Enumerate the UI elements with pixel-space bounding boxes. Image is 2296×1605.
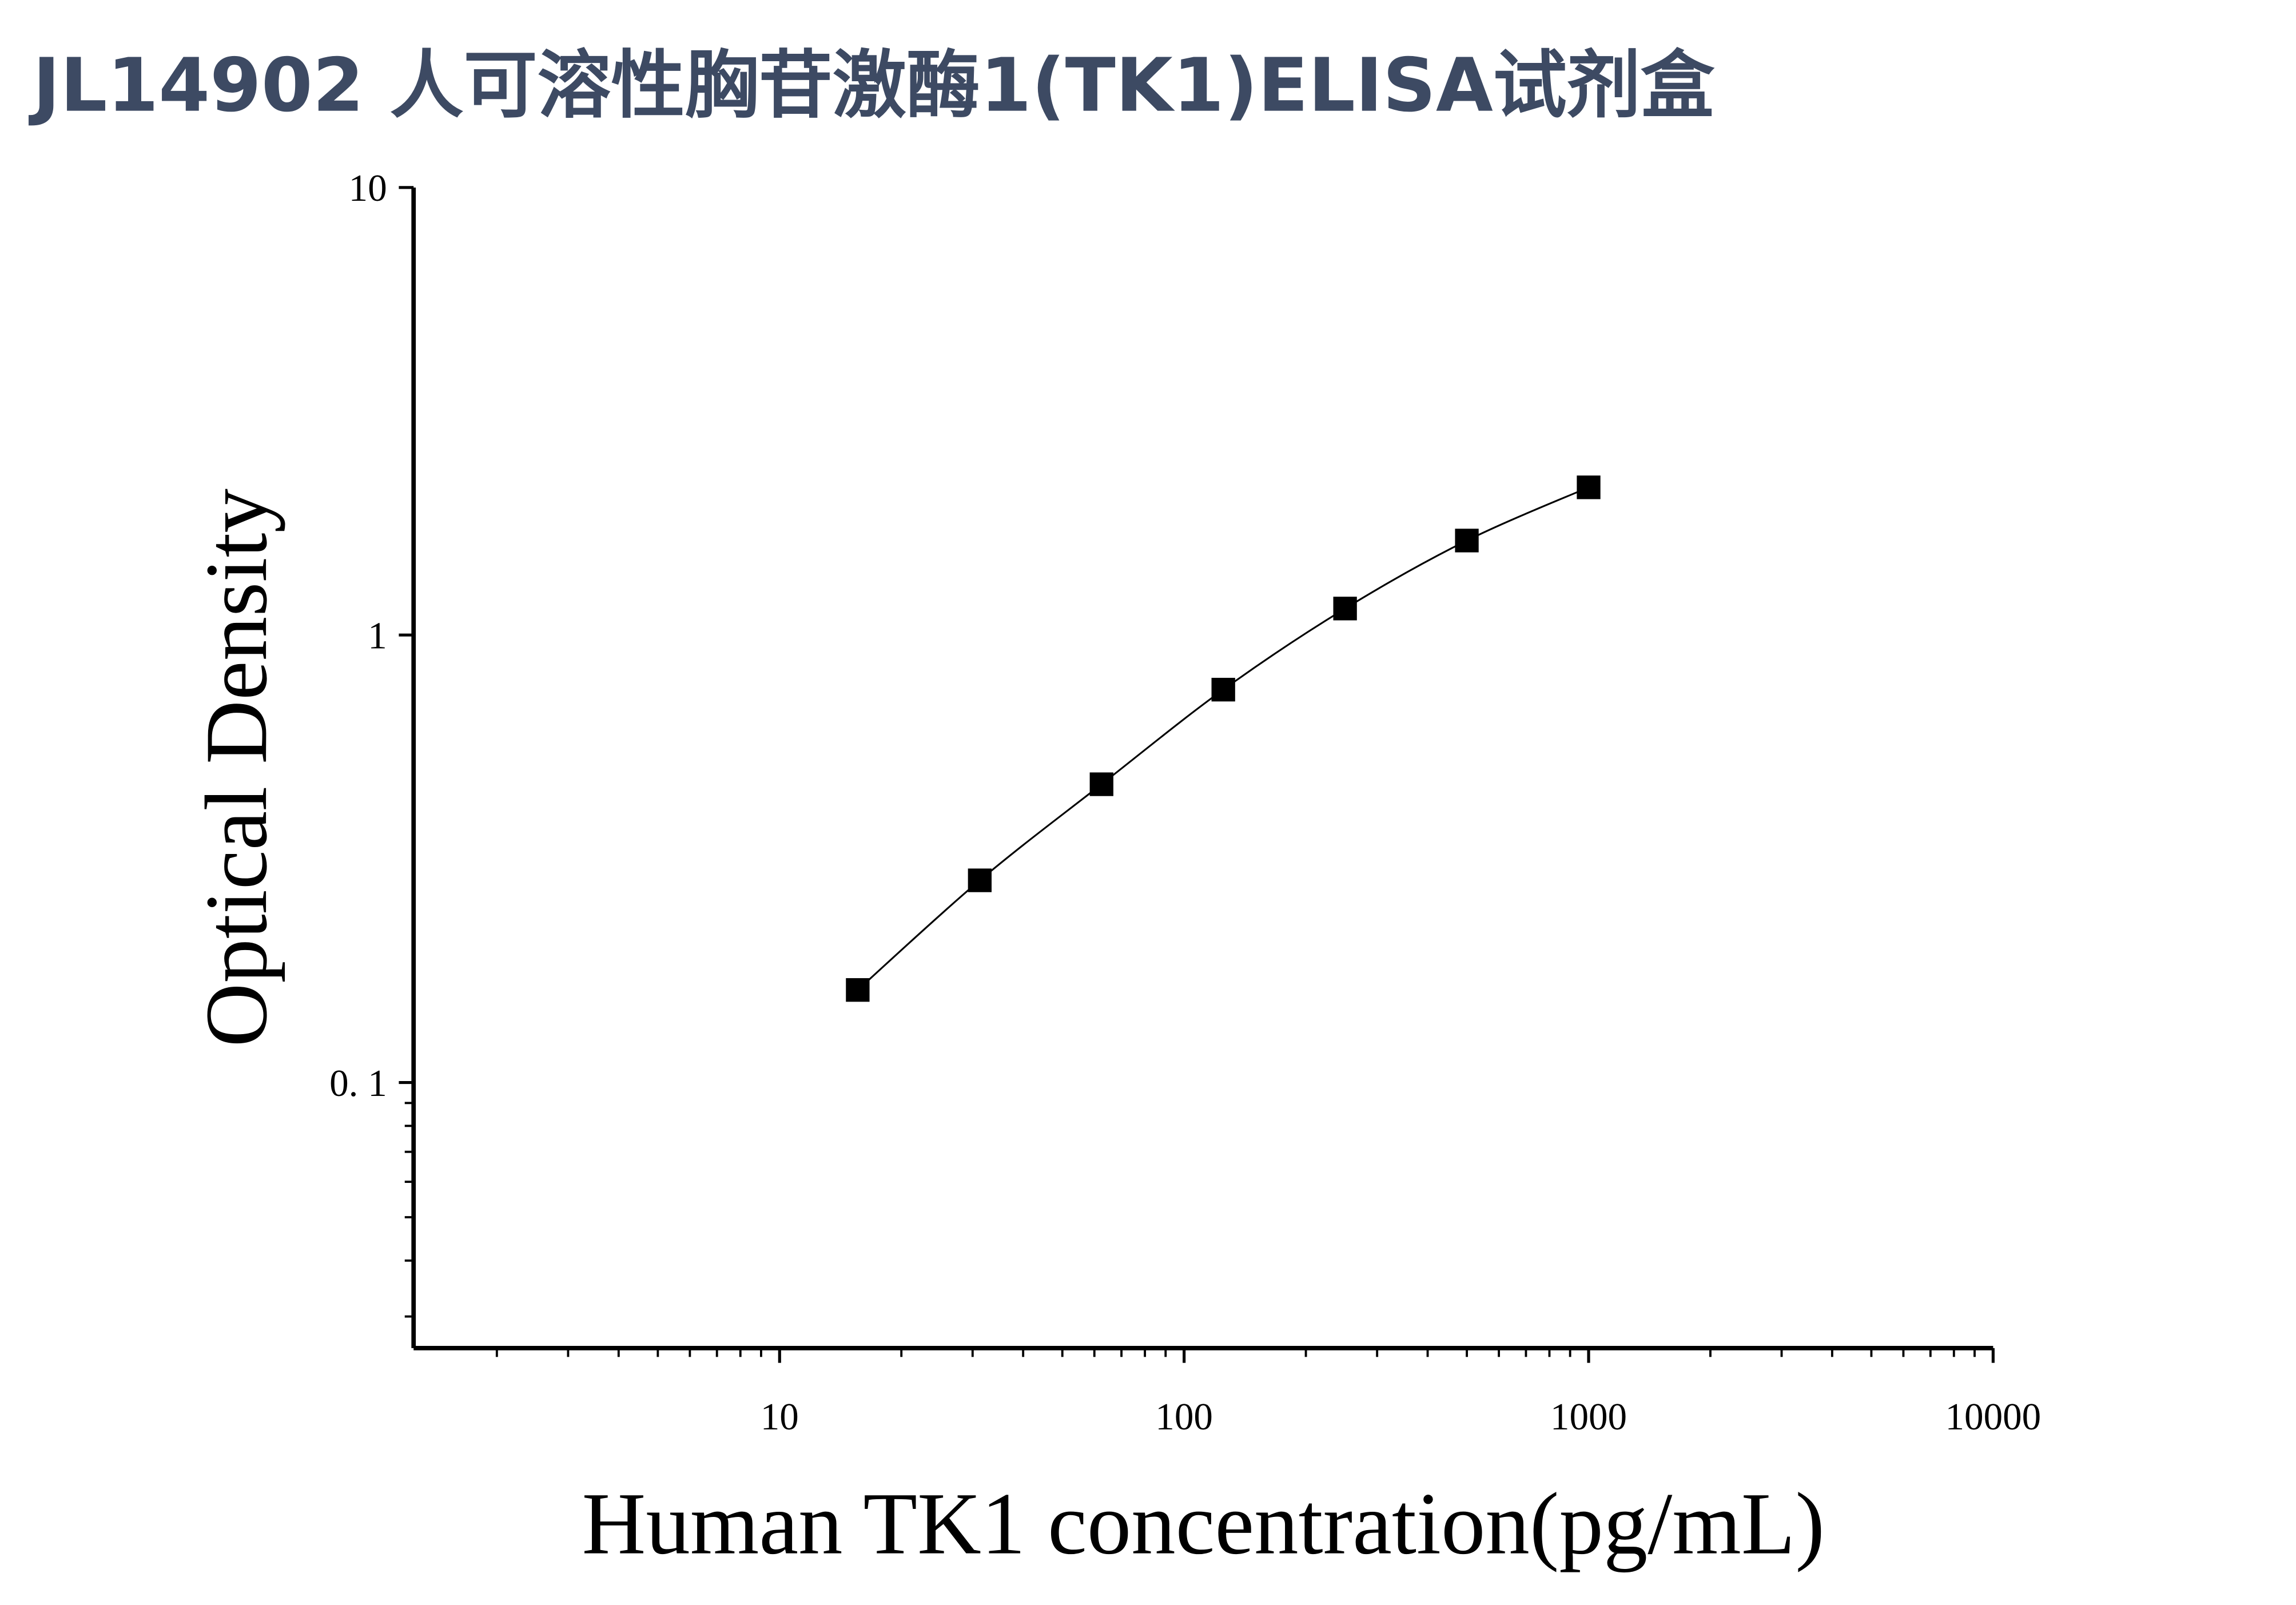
x-tick-label: 10 — [761, 1395, 799, 1438]
data-point — [1455, 529, 1479, 553]
data-point — [1577, 475, 1601, 499]
data-point — [968, 868, 992, 892]
y-tick-label: 10 — [349, 166, 387, 209]
x-tick-label: 100 — [1155, 1395, 1213, 1438]
x-axis-label: Human TK1 concentration(pg/mL) — [582, 1475, 1825, 1573]
data-point — [1089, 772, 1113, 796]
x-tick-label: 1000 — [1550, 1395, 1627, 1438]
data-point — [1333, 597, 1357, 621]
y-axis-label: Optical Density — [187, 488, 285, 1047]
data-point — [1211, 678, 1235, 702]
y-tick-label: 0. 1 — [329, 1062, 387, 1105]
chart-title: JL14902 人可溶性胸苷激酶1(TK1)ELISA试剂盒 — [28, 43, 1715, 129]
y-tick-label: 1 — [368, 614, 387, 657]
data-point — [846, 978, 870, 1002]
x-tick-label: 10000 — [1945, 1395, 2041, 1438]
